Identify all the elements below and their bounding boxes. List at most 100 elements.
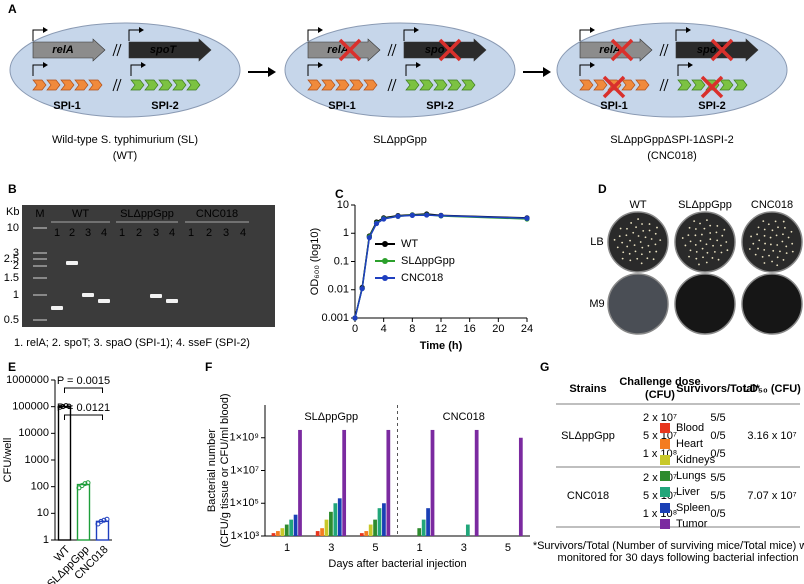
bar bbox=[430, 429, 435, 536]
replicate-point bbox=[98, 518, 104, 524]
x-tick-label: 4 bbox=[381, 323, 387, 335]
promoter-head bbox=[43, 27, 48, 33]
promoter-head bbox=[139, 27, 144, 33]
promoter-head bbox=[141, 62, 146, 68]
colony bbox=[763, 228, 766, 231]
y-tick-label: 0.01 bbox=[328, 284, 349, 296]
colony bbox=[694, 228, 697, 230]
ladder-size-label: 2 bbox=[13, 260, 19, 272]
promoter-head bbox=[686, 27, 691, 33]
y-axis-label: (CFU/g tissue or CFU/ml blood) bbox=[219, 393, 231, 547]
colony bbox=[699, 239, 702, 242]
colony bbox=[723, 228, 726, 231]
replicate-point bbox=[63, 403, 69, 409]
break-mark bbox=[112, 78, 118, 92]
colony bbox=[709, 224, 712, 227]
y-tick-label: 0.1 bbox=[334, 255, 349, 267]
orf-arrow bbox=[433, 79, 448, 91]
deletion-mark bbox=[438, 38, 462, 62]
break-mark bbox=[659, 78, 665, 92]
colony bbox=[684, 244, 687, 247]
orf-arrow bbox=[447, 79, 462, 91]
colony bbox=[688, 226, 691, 229]
colony bbox=[716, 225, 719, 227]
replicate-point bbox=[57, 404, 63, 410]
bar bbox=[271, 533, 276, 536]
colony bbox=[644, 236, 647, 239]
x-tick-label: 1 bbox=[284, 542, 290, 554]
legend-label: Lungs bbox=[676, 470, 706, 482]
orf-arrow bbox=[621, 79, 636, 91]
orf-arrow bbox=[419, 79, 434, 91]
lane-number: 2 bbox=[136, 227, 142, 239]
colony bbox=[782, 220, 785, 223]
legend-label: Tumor bbox=[676, 518, 708, 530]
bar bbox=[474, 429, 479, 536]
y-tick-label: 1×10⁷ bbox=[230, 464, 259, 476]
gel-unit: Kb bbox=[6, 206, 19, 218]
plate-row-label: LB bbox=[590, 236, 603, 248]
promoter bbox=[579, 29, 590, 41]
orf-arrow bbox=[335, 79, 350, 91]
bar bbox=[280, 528, 285, 536]
colony bbox=[694, 244, 697, 246]
colony bbox=[757, 247, 759, 250]
table-strain: SLΔppGpp bbox=[561, 430, 615, 442]
colony bbox=[652, 258, 655, 261]
orf-arrow bbox=[363, 79, 378, 91]
replicate-point bbox=[76, 485, 82, 491]
data-point bbox=[409, 212, 415, 218]
colony bbox=[699, 222, 701, 225]
gel-group-label: WT bbox=[72, 208, 89, 220]
bar bbox=[426, 508, 430, 536]
replicate-point bbox=[95, 521, 101, 527]
colony bbox=[687, 234, 690, 237]
orf-arrow bbox=[307, 79, 322, 91]
colony bbox=[771, 260, 773, 263]
strain-cell bbox=[556, 22, 788, 118]
colony bbox=[646, 257, 649, 260]
orf-arrow bbox=[691, 79, 706, 91]
gel-band bbox=[166, 299, 178, 303]
colony bbox=[768, 254, 770, 257]
break-mark bbox=[391, 43, 397, 57]
island-label: SPI-2 bbox=[698, 100, 726, 112]
table-survivors: 5/5 bbox=[710, 472, 725, 484]
promoter-head bbox=[318, 27, 323, 33]
y-tick-label: 1000000 bbox=[6, 374, 49, 386]
colony bbox=[689, 240, 692, 243]
orf-arrow bbox=[593, 79, 608, 91]
colony bbox=[654, 243, 657, 246]
table-survivors: 5/5 bbox=[710, 490, 725, 502]
break-mark bbox=[112, 43, 118, 57]
orf-arrow bbox=[321, 79, 336, 91]
plate-row-label: M9 bbox=[589, 298, 604, 310]
bar bbox=[364, 531, 369, 536]
promoter bbox=[32, 64, 43, 76]
island-label: SPI-2 bbox=[151, 100, 179, 112]
colony bbox=[763, 234, 766, 237]
colony bbox=[613, 238, 616, 241]
promoter bbox=[128, 29, 139, 41]
promoter-head bbox=[590, 27, 595, 33]
y-axis-label: CFU/well bbox=[2, 438, 14, 483]
legend-label: CNC018 bbox=[401, 272, 443, 284]
colony bbox=[785, 245, 788, 248]
colony bbox=[626, 227, 628, 230]
colony bbox=[621, 241, 624, 244]
orf-arrow bbox=[32, 79, 47, 91]
promoter-head bbox=[414, 27, 419, 33]
colony bbox=[717, 258, 720, 261]
legend-label: Heart bbox=[676, 438, 703, 450]
deletion-mark bbox=[610, 38, 634, 62]
orf-arrow bbox=[635, 79, 650, 91]
colony bbox=[709, 232, 712, 234]
table-footnote: *Survivors/Total (Number of surviving mi… bbox=[533, 540, 804, 552]
colony bbox=[720, 244, 722, 247]
colony bbox=[693, 220, 696, 222]
island-label: SPI-2 bbox=[426, 100, 454, 112]
colony bbox=[776, 264, 779, 267]
data-point bbox=[366, 235, 372, 241]
panel-label: D bbox=[598, 182, 607, 196]
series-line bbox=[354, 214, 528, 319]
